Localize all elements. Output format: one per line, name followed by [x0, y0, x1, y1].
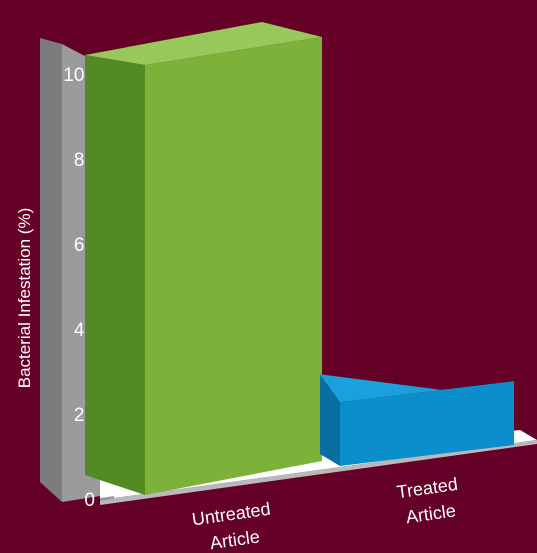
floor-edge	[100, 440, 537, 505]
bar-front	[340, 381, 514, 466]
bar-top	[320, 374, 514, 403]
y-tick-label: 0	[84, 490, 95, 511]
bar-top	[85, 22, 322, 65]
bar-front	[145, 37, 322, 495]
x-category-treated: Treated Article	[395, 474, 459, 527]
category-label-line: Treated	[395, 474, 459, 502]
y-axis-title: Bacterial Infestation (%)	[15, 208, 34, 388]
category-label-line: Untreated	[191, 499, 272, 530]
bar-untreated	[85, 22, 322, 495]
bar-side	[85, 55, 145, 495]
bar-treated	[320, 374, 514, 466]
y-axis-wall-side	[40, 38, 62, 502]
bars	[85, 22, 514, 495]
y-tick-mark	[100, 496, 114, 501]
bar-side	[320, 374, 340, 466]
x-category-untreated: Untreated Article	[191, 499, 272, 553]
category-label-line: Article	[209, 526, 261, 553]
category-label-line: Article	[405, 500, 457, 527]
